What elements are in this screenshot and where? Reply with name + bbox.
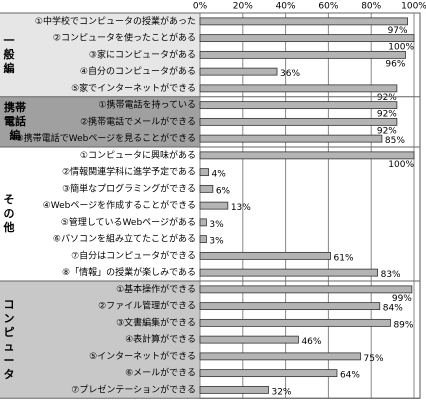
x-tick-label: 0% — [193, 2, 208, 12]
category-label: ⑥メールができる — [125, 367, 196, 379]
value-label: 13% — [231, 203, 251, 213]
category-label: ⑦自分はコンピュータができる — [71, 249, 196, 261]
bar — [199, 385, 269, 394]
value-label: 96% — [385, 59, 405, 69]
bar — [199, 369, 338, 378]
category-label: ④表計算ができる — [125, 333, 196, 345]
bar — [199, 17, 408, 26]
category-label: ①コンピュータに興味がある — [80, 149, 196, 161]
group-label: その他 — [3, 193, 15, 234]
value-label: 100% — [388, 43, 414, 53]
value-label: 64% — [340, 371, 360, 381]
bar — [199, 67, 278, 76]
bar — [199, 251, 331, 260]
bar — [199, 285, 413, 294]
value-label: 100% — [388, 160, 414, 170]
group-label: コンピュータ — [3, 297, 15, 381]
group-background — [0, 96, 200, 147]
bar — [199, 134, 383, 143]
bar — [199, 168, 209, 177]
group-label: 携帯電話編 — [4, 100, 26, 142]
bar — [199, 84, 398, 93]
x-tick-label: 60% — [318, 2, 338, 12]
category-label: ②携帯電話でメールができる — [80, 115, 196, 127]
category-label: ③文書編集ができる — [116, 316, 196, 328]
bar — [199, 335, 299, 344]
bar — [199, 201, 229, 210]
value-label: 4% — [212, 170, 227, 180]
bar — [199, 101, 398, 110]
value-label: 75% — [364, 354, 384, 364]
value-label: 99% — [392, 294, 412, 304]
bar — [199, 268, 379, 277]
category-label: ⑧「情報」の授業が楽しみである — [62, 266, 196, 278]
x-tick-label: 100% — [401, 2, 426, 12]
bar — [199, 318, 391, 327]
category-label: ④自分のコンピュータがある — [80, 65, 196, 77]
bar — [199, 34, 415, 43]
value-label: 92% — [377, 126, 397, 136]
x-tick-label: 80% — [361, 2, 381, 12]
x-tick-label: 20% — [233, 2, 253, 12]
bar — [199, 117, 398, 126]
value-label: 3% — [209, 220, 224, 230]
category-label: ①携帯電話を持っている — [98, 99, 196, 111]
group-label: 一般編 — [3, 33, 15, 75]
bar — [199, 302, 381, 311]
value-label: 3% — [209, 237, 224, 247]
bar — [199, 184, 214, 193]
value-label: 92% — [377, 110, 397, 120]
bar — [199, 218, 207, 227]
category-label: ⑥パソコンを組み立てたことがある — [53, 233, 196, 245]
x-tick-label: 40% — [276, 2, 296, 12]
category-label: ②コンピュータを使ったことがある — [53, 32, 196, 44]
category-label: ⑤インターネットができる — [89, 350, 196, 362]
value-label: 97% — [388, 26, 408, 36]
group-background — [0, 13, 200, 97]
plot-area — [199, 12, 421, 399]
value-label: 83% — [381, 270, 401, 280]
value-label: 92% — [377, 93, 397, 103]
category-label: ③携帯電話でWebページを見ることができる — [16, 132, 196, 144]
category-label: ①基本操作ができる — [116, 283, 196, 295]
value-label: 32% — [271, 387, 291, 397]
value-label: 85% — [385, 136, 405, 146]
category-label: ③簡単なプログラミングができる — [62, 182, 196, 194]
value-label: 6% — [216, 186, 231, 196]
bar — [199, 352, 361, 361]
group-background — [0, 281, 200, 399]
category-label: ②情報関連学科に進学予定である — [62, 166, 196, 178]
bar — [199, 235, 207, 244]
category-label: ⑤管理しているWebページがある — [61, 216, 196, 228]
category-label: ①中学校でコンピュータの授業があった — [35, 15, 196, 27]
category-label: ④Webページを作成することができる — [43, 199, 196, 211]
value-label: 89% — [393, 320, 413, 330]
bar — [199, 151, 415, 160]
value-label: 36% — [280, 69, 300, 79]
category-label: ⑦プレゼンテーションができる — [71, 383, 196, 395]
category-label: ⑤家でインターネットができる — [71, 82, 196, 94]
value-label: 84% — [383, 304, 403, 314]
category-label: ③家にコンピュータがある — [89, 48, 196, 60]
group-background — [0, 147, 200, 281]
value-label: 46% — [301, 337, 321, 347]
category-label: ②ファイル管理ができる — [98, 300, 196, 312]
bar — [199, 50, 406, 59]
value-label: 61% — [334, 253, 354, 263]
